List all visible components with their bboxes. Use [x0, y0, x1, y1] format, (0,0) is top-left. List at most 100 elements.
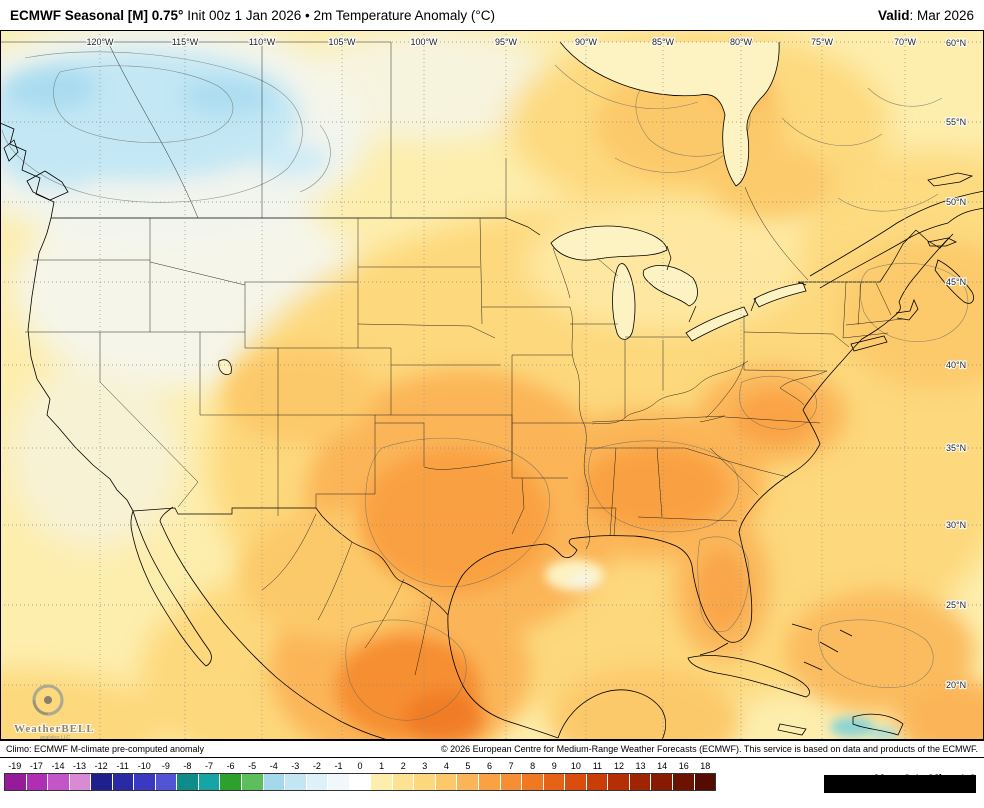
tick-label: -2 [312, 761, 321, 771]
swatch [651, 774, 673, 790]
swatch [263, 774, 286, 790]
valid-time: Valid: Mar 2026 [878, 8, 974, 23]
lake-superior [550, 225, 668, 261]
tick-label: 3 [422, 761, 428, 771]
lake-erie [685, 306, 749, 342]
valid-value: : Mar 2026 [909, 7, 974, 23]
swatch [543, 774, 566, 790]
tick-label: -11 [116, 761, 129, 771]
tick-label: 5 [465, 761, 471, 771]
lat-label: 45°N [946, 277, 966, 287]
tick-label: -4 [269, 761, 278, 771]
climo-note: Climo: ECMWF M-climate pre-computed anom… [6, 744, 205, 754]
colorbar: -19 -17 -14 -13 -12 -11 -10 -9 -8 -7 -6 … [4, 760, 716, 808]
lon-label: 95°W [495, 37, 518, 47]
graticule [0, 30, 984, 740]
tick-label: -6 [226, 761, 235, 771]
swatch [479, 774, 501, 790]
swatch [414, 774, 436, 790]
lat-label: 30°N [946, 520, 966, 530]
tick-label: -3 [291, 761, 300, 771]
weatherbell-logo: WeatherBELL analytics LLC [13, 684, 95, 740]
tick-label: 10 [570, 761, 581, 771]
hudson-bay [559, 41, 780, 187]
swatch [306, 774, 329, 790]
lon-label: 85°W [652, 37, 675, 47]
lon-label: 70°W [894, 37, 917, 47]
branding-block [824, 775, 976, 793]
lon-label: 110°W [249, 37, 276, 47]
swatch [328, 774, 350, 790]
lat-label: 40°N [946, 360, 966, 370]
tick-label: 4 [443, 761, 449, 771]
tick-label: -7 [204, 761, 213, 771]
swatch [435, 774, 458, 790]
lat-label: 55°N [946, 117, 966, 127]
tick-label: 13 [635, 761, 646, 771]
lon-label: 90°W [575, 37, 598, 47]
tick-label: 16 [678, 761, 689, 771]
swatch [69, 774, 92, 790]
attribution-bar: Climo: ECMWF M-climate pre-computed anom… [0, 740, 984, 758]
anomaly-small-spots [545, 559, 898, 740]
lon-label: 80°W [730, 37, 753, 47]
max-min-readout: Max:2.1•Min:-1.2 [846, 760, 976, 786]
great-salt-lake [218, 359, 232, 376]
swatch [672, 774, 695, 790]
swatch [457, 774, 480, 790]
swatch [220, 774, 243, 790]
lat-label: 25°N [946, 600, 966, 610]
tick-label: 0 [357, 761, 363, 771]
swatch [242, 774, 264, 790]
tick-label: 12 [613, 761, 624, 771]
swatch [112, 774, 135, 790]
lake-ontario [753, 282, 807, 308]
graticule-labels: 120°W 115°W 110°W 105°W 100°W 95°W 90°W … [85, 36, 967, 691]
valid-label: Valid [877, 7, 910, 23]
swatch [48, 774, 70, 790]
swatch [349, 774, 372, 790]
swatch [91, 774, 113, 790]
anomaly-orange-blobs [225, 67, 984, 740]
scale-right-block: Max:2.1•Min:-1.2 [716, 760, 984, 808]
swatch [500, 774, 523, 790]
tick-label: -9 [161, 761, 170, 771]
map-canvas: 120°W 115°W 110°W 105°W 100°W 95°W 90°W … [0, 30, 984, 740]
colorbar-swatches [4, 773, 716, 791]
tick-label: -8 [183, 761, 192, 771]
anomaly-warm-cores [336, 70, 815, 740]
swatch [155, 774, 178, 790]
swatch [608, 774, 630, 790]
tick-label: 8 [530, 761, 536, 771]
tick-label: -17 [29, 761, 43, 771]
swatch [586, 774, 609, 790]
lat-label: 20°N [946, 680, 966, 690]
swatch [177, 774, 199, 790]
national-borders [51, 217, 951, 616]
swatch [565, 774, 587, 790]
title-detail: Init 00z 1 Jan 2026 • 2m Temperature Ano… [183, 7, 495, 23]
swatch [392, 774, 415, 790]
tick-label: 6 [487, 761, 493, 771]
lon-label: 75°W [811, 37, 834, 47]
swatch [371, 774, 393, 790]
anomaly-cool-blobs [0, 50, 328, 188]
tick-label: 11 [592, 761, 603, 771]
swatch [694, 774, 716, 790]
state-borders [0, 41, 904, 676]
anomaly-map-svg: 120°W 115°W 110°W 105°W 100°W 95°W 90°W … [0, 30, 984, 740]
contour-lines [1, 51, 969, 721]
tick-label: 7 [508, 761, 514, 771]
lat-label: 60°N [946, 38, 966, 48]
lake-michigan [612, 263, 636, 340]
lat-label: 50°N [946, 197, 966, 207]
tick-label: -12 [94, 761, 108, 771]
swatch [629, 774, 652, 790]
title-bar: ECMWF Seasonal [M] 0.75° Init 00z 1 Jan … [0, 0, 984, 30]
tick-label: 9 [551, 761, 557, 771]
tick-label: 14 [657, 761, 668, 771]
color-scale-area: -19 -17 -14 -13 -12 -11 -10 -9 -8 -7 -6 … [0, 758, 984, 808]
watermark-subtext: analytics LLC [40, 735, 70, 740]
tick-label: -1 [334, 761, 343, 771]
